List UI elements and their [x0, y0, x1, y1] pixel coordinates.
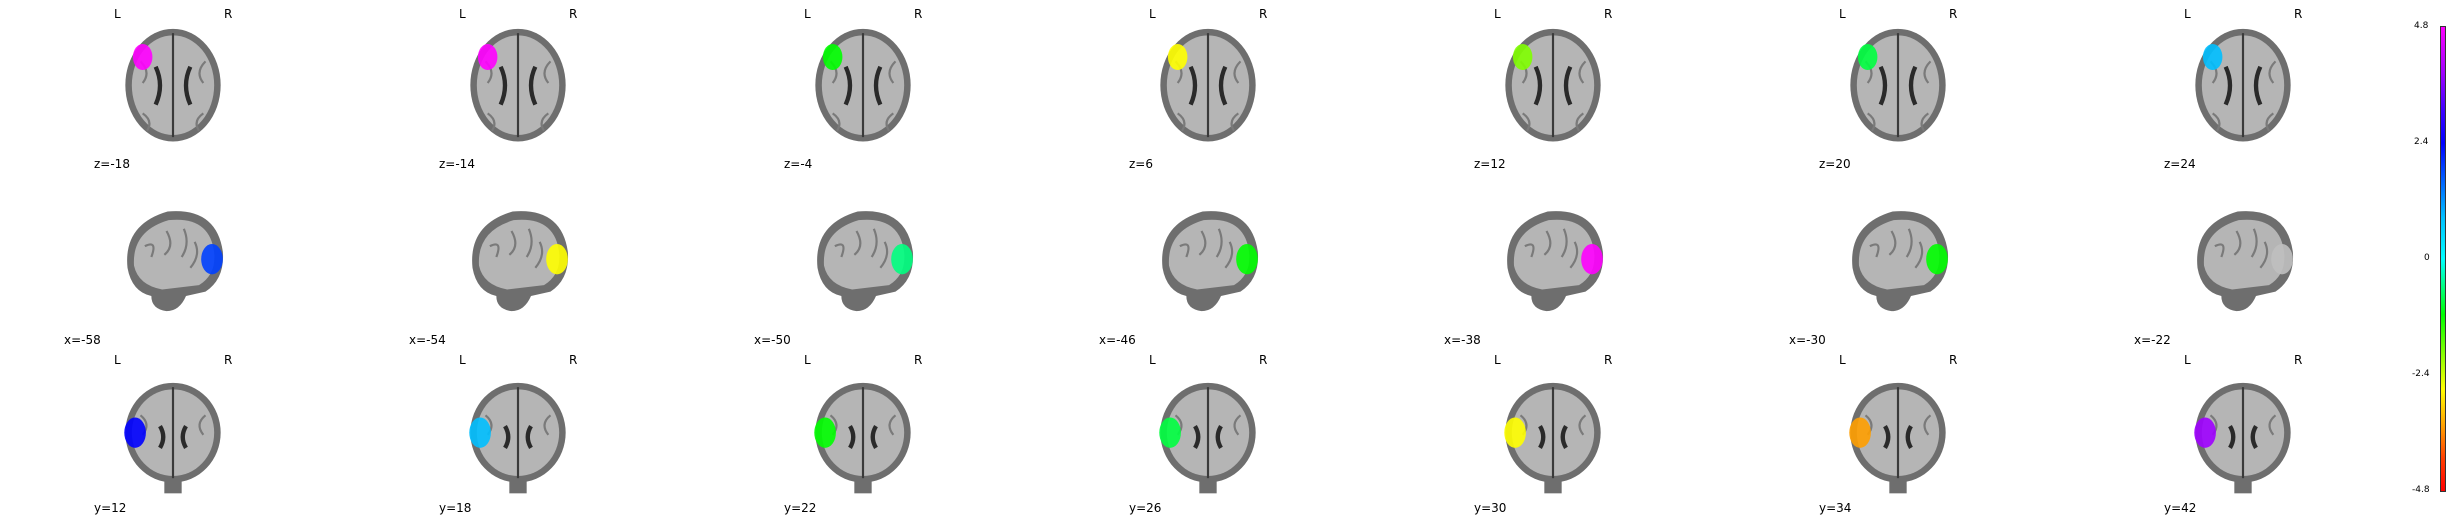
axial-brain-image	[2188, 18, 2298, 152]
coronal-brain-image	[463, 372, 573, 506]
left-label: L	[1149, 7, 1156, 21]
slice-coordinate-label: y=42	[2164, 501, 2197, 515]
sagittal-brain-image	[463, 192, 573, 326]
left-label: L	[459, 353, 466, 367]
slice-coordinate-label: x=-46	[1099, 333, 1136, 347]
left-label: L	[1839, 7, 1846, 21]
axial-brain-image	[1498, 18, 1608, 152]
colorbar	[2440, 26, 2446, 492]
sagittal-slice-panel: x=-54	[405, 172, 725, 347]
sagittal-brain-image	[118, 192, 228, 326]
colorbar-tick: 2.4	[2414, 137, 2429, 147]
sagittal-slice-panel: x=-58	[60, 172, 380, 347]
right-label: R	[2294, 353, 2303, 367]
right-label: R	[1604, 353, 1613, 367]
left-label: L	[2184, 7, 2191, 21]
axial-brain-image	[118, 18, 228, 152]
left-label: L	[114, 353, 121, 367]
left-label: L	[459, 7, 466, 21]
colorbar-tick: -4.8	[2412, 485, 2430, 495]
slice-coordinate-label: z=-4	[784, 157, 813, 171]
slice-coordinate-label: z=12	[1474, 157, 1506, 171]
slice-coordinate-label: y=30	[1474, 501, 1507, 515]
slice-coordinate-label: z=6	[1129, 157, 1153, 171]
axial-brain-image	[1843, 18, 1953, 152]
coronal-brain-image	[1843, 372, 1953, 506]
sagittal-slice-panel: x=-30	[1785, 172, 2105, 347]
sagittal-slice-panel: x=-22	[2130, 172, 2448, 347]
coronal-brain-image	[1153, 372, 1263, 506]
slice-coordinate-label: x=-38	[1444, 333, 1481, 347]
colorbar-tick: 4.8	[2414, 21, 2429, 31]
slice-coordinate-label: x=-58	[64, 333, 101, 347]
slice-coordinate-label: z=-14	[439, 157, 475, 171]
sagittal-slice-panel: x=-50	[750, 172, 1070, 347]
slice-coordinate-label: x=-50	[754, 333, 791, 347]
right-label: R	[1949, 7, 1958, 21]
sagittal-brain-image	[1843, 192, 1953, 326]
right-label: R	[224, 353, 233, 367]
coronal-brain-image	[1498, 372, 1608, 506]
slice-coordinate-label: z=-18	[94, 157, 130, 171]
left-label: L	[114, 7, 121, 21]
axial-brain-image	[463, 18, 573, 152]
colorbar-tick: 0	[2424, 253, 2430, 263]
right-label: R	[224, 7, 233, 21]
right-label: R	[2294, 7, 2303, 21]
sagittal-slice-panel: x=-46	[1095, 172, 1415, 347]
slice-coordinate-label: z=24	[2164, 157, 2196, 171]
coronal-brain-image	[2188, 372, 2298, 506]
slice-coordinate-label: y=12	[94, 501, 127, 515]
right-label: R	[1259, 7, 1268, 21]
right-label: R	[569, 353, 578, 367]
right-label: R	[914, 353, 923, 367]
sagittal-slice-panel: x=-38	[1440, 172, 1760, 347]
slice-coordinate-label: x=-54	[409, 333, 446, 347]
left-label: L	[2184, 353, 2191, 367]
axial-brain-image	[808, 18, 918, 152]
right-label: R	[1259, 353, 1268, 367]
slice-coordinate-label: x=-22	[2134, 333, 2171, 347]
sagittal-brain-image	[2188, 192, 2298, 326]
right-label: R	[1604, 7, 1613, 21]
coronal-brain-image	[808, 372, 918, 506]
slice-coordinate-label: x=-30	[1789, 333, 1826, 347]
colorbar-tick: -2.4	[2412, 369, 2430, 379]
sagittal-brain-image	[1153, 192, 1263, 326]
left-label: L	[1149, 353, 1156, 367]
sagittal-brain-image	[808, 192, 918, 326]
sagittal-brain-image	[1498, 192, 1608, 326]
slice-coordinate-label: y=18	[439, 501, 472, 515]
slice-coordinate-label: y=26	[1129, 501, 1162, 515]
axial-brain-image	[1153, 18, 1263, 152]
slice-coordinate-label: y=34	[1819, 501, 1852, 515]
coronal-brain-image	[118, 372, 228, 506]
left-label: L	[1494, 7, 1501, 21]
left-label: L	[804, 7, 811, 21]
left-label: L	[804, 353, 811, 367]
slice-coordinate-label: y=22	[784, 501, 817, 515]
right-label: R	[569, 7, 578, 21]
left-label: L	[1494, 353, 1501, 367]
right-label: R	[914, 7, 923, 21]
slice-coordinate-label: z=20	[1819, 157, 1851, 171]
right-label: R	[1949, 353, 1958, 367]
left-label: L	[1839, 353, 1846, 367]
